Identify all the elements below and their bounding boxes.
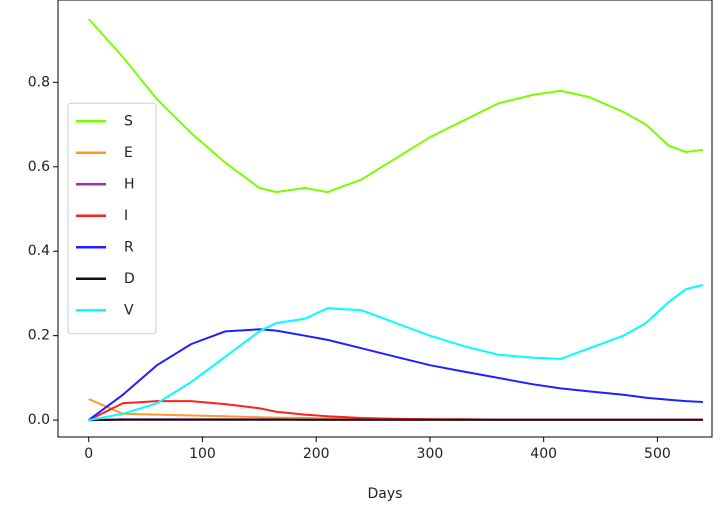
series-line <box>87 18 704 194</box>
series-line <box>88 400 703 421</box>
x-tick-label: 0 <box>84 446 93 462</box>
y-tick-label: 0.6 <box>28 159 50 175</box>
x-tick-label: 100 <box>189 446 216 462</box>
y-tick-label: 0.2 <box>28 328 50 344</box>
y-tick-label: 0.4 <box>28 243 50 259</box>
legend-label: R <box>124 239 134 255</box>
x-tick-label: 400 <box>530 446 557 462</box>
legend-label: V <box>124 302 134 318</box>
y-tick-label: 0.8 <box>28 74 50 90</box>
x-tick-label: 300 <box>417 446 444 462</box>
legend-label: D <box>124 271 135 287</box>
x-axis-label: Days <box>368 486 403 502</box>
legend-label: I <box>124 208 128 224</box>
y-tick-label: 0.0 <box>28 412 50 428</box>
plot-frame <box>57 0 713 438</box>
series-line <box>88 398 703 421</box>
series-line <box>88 328 703 421</box>
legend-box <box>67 102 157 335</box>
legend-label: H <box>124 176 135 192</box>
legend-label: E <box>124 145 133 161</box>
x-tick-label: 200 <box>303 446 330 462</box>
series-line <box>88 284 704 422</box>
legend-label: S <box>124 113 133 129</box>
x-tick-label: 500 <box>644 446 671 462</box>
